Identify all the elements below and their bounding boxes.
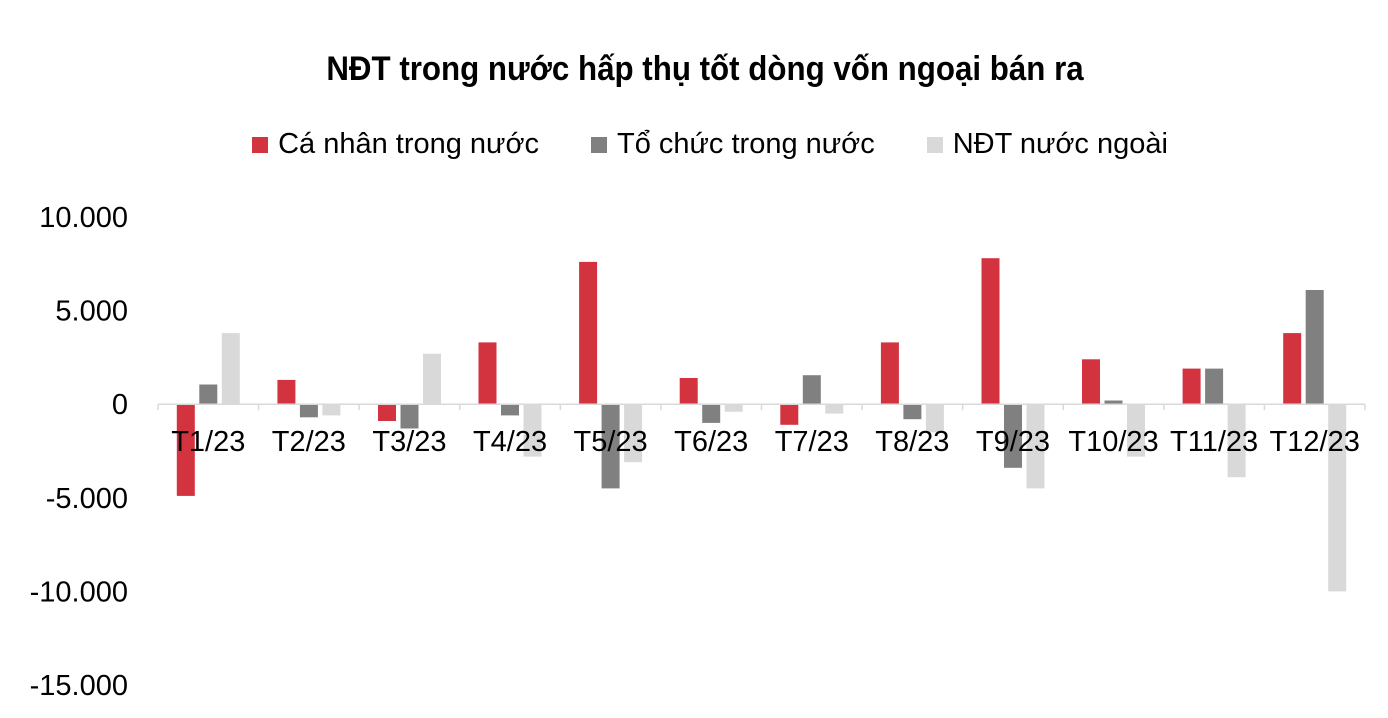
bar-series-1-T7/23	[802, 375, 821, 405]
y-tick-label: -15.000	[30, 670, 128, 702]
bar-series-2-T5/23	[624, 404, 643, 463]
x-category-label: T1/23	[171, 426, 245, 458]
x-category-label: T7/23	[775, 426, 849, 458]
x-category-label: T10/23	[1068, 426, 1158, 458]
bar-series-1-T10/23	[1104, 400, 1123, 405]
bar-series-0-T5/23	[579, 261, 598, 405]
x-category-label: T8/23	[875, 426, 949, 458]
legend-swatch-to-chuc	[590, 136, 607, 153]
legend-label-ca-nhan: Cá nhân trong nước	[278, 128, 539, 160]
bar-series-1-T8/23	[903, 404, 922, 420]
legend-label-ndt-nuoc-ngoai: NĐT nước ngoài	[952, 128, 1168, 160]
bar-series-1-T5/23	[601, 404, 620, 489]
bar-series-2-T2/23	[322, 404, 341, 416]
bar-series-1-T3/23	[400, 404, 419, 429]
bar-series-2-T8/23	[925, 404, 944, 433]
chart-legend: Cá nhân trong nước Tổ chức trong nước NĐ…	[0, 128, 1388, 161]
legend-item-ndt-nuoc-ngoai: NĐT nước ngoài	[926, 128, 1168, 161]
bar-series-1-T11/23	[1205, 368, 1224, 405]
bar-series-0-T8/23	[880, 342, 899, 405]
y-tick-label: 10.000	[39, 202, 128, 234]
bar-series-2-T4/23	[523, 404, 542, 457]
bar-series-2-T9/23	[1026, 404, 1045, 489]
legend-swatch-ndt-nuoc-ngoai	[926, 136, 943, 153]
x-category-label: T3/23	[372, 426, 446, 458]
x-category-label: T6/23	[674, 426, 748, 458]
y-tick-label: 0	[112, 389, 128, 421]
bar-series-0-T11/23	[1182, 368, 1201, 405]
bar-series-0-T1/23	[176, 404, 195, 496]
bar-series-2-T6/23	[724, 404, 743, 412]
bar-series-0-T9/23	[981, 258, 1000, 405]
bar-series-1-T9/23	[1004, 404, 1022, 468]
bar-series-0-T4/23	[478, 342, 497, 405]
y-tick-label: -5.000	[46, 483, 128, 515]
bar-series-2-T1/23	[221, 333, 240, 405]
x-category-label: T2/23	[272, 426, 346, 458]
bar-series-0-T10/23	[1082, 359, 1100, 405]
legend-item-to-chuc: Tổ chức trong nước	[590, 128, 875, 161]
bar-series-2-T7/23	[825, 404, 844, 414]
x-category-label: T9/23	[976, 426, 1050, 458]
bar-series-0-T3/23	[378, 404, 396, 421]
x-category-label: T5/23	[574, 426, 648, 458]
bar-series-0-T12/23	[1283, 333, 1302, 405]
legend-label-to-chuc: Tổ chức trong nước	[616, 128, 875, 160]
bar-series-0-T2/23	[277, 379, 296, 405]
bar-series-2-T10/23	[1127, 404, 1145, 457]
y-tick-label: 5.000	[55, 296, 128, 328]
bar-series-0-T6/23	[679, 378, 698, 405]
bar-series-1-T12/23	[1305, 290, 1324, 405]
bar-series-1-T2/23	[299, 404, 318, 418]
x-category-label: T12/23	[1270, 426, 1360, 458]
legend-swatch-ca-nhan	[252, 136, 269, 153]
bar-series-1-T4/23	[501, 404, 519, 416]
x-category-label: T11/23	[1170, 426, 1258, 458]
bar-series-1-T6/23	[702, 404, 721, 423]
legend-item-ca-nhan: Cá nhân trong nước	[252, 128, 539, 161]
x-category-label: T4/23	[473, 426, 547, 458]
bar-series-1-T1/23	[199, 384, 218, 405]
bar-series-2-T12/23	[1328, 404, 1347, 592]
bar-series-2-T3/23	[423, 353, 441, 405]
bar-series-0-T7/23	[780, 404, 799, 425]
bar-series-2-T11/23	[1227, 404, 1246, 478]
y-tick-label: -10.000	[30, 576, 128, 608]
chart-title: NĐT trong nước hấp thụ tốt dòng vốn ngoạ…	[326, 50, 1084, 88]
